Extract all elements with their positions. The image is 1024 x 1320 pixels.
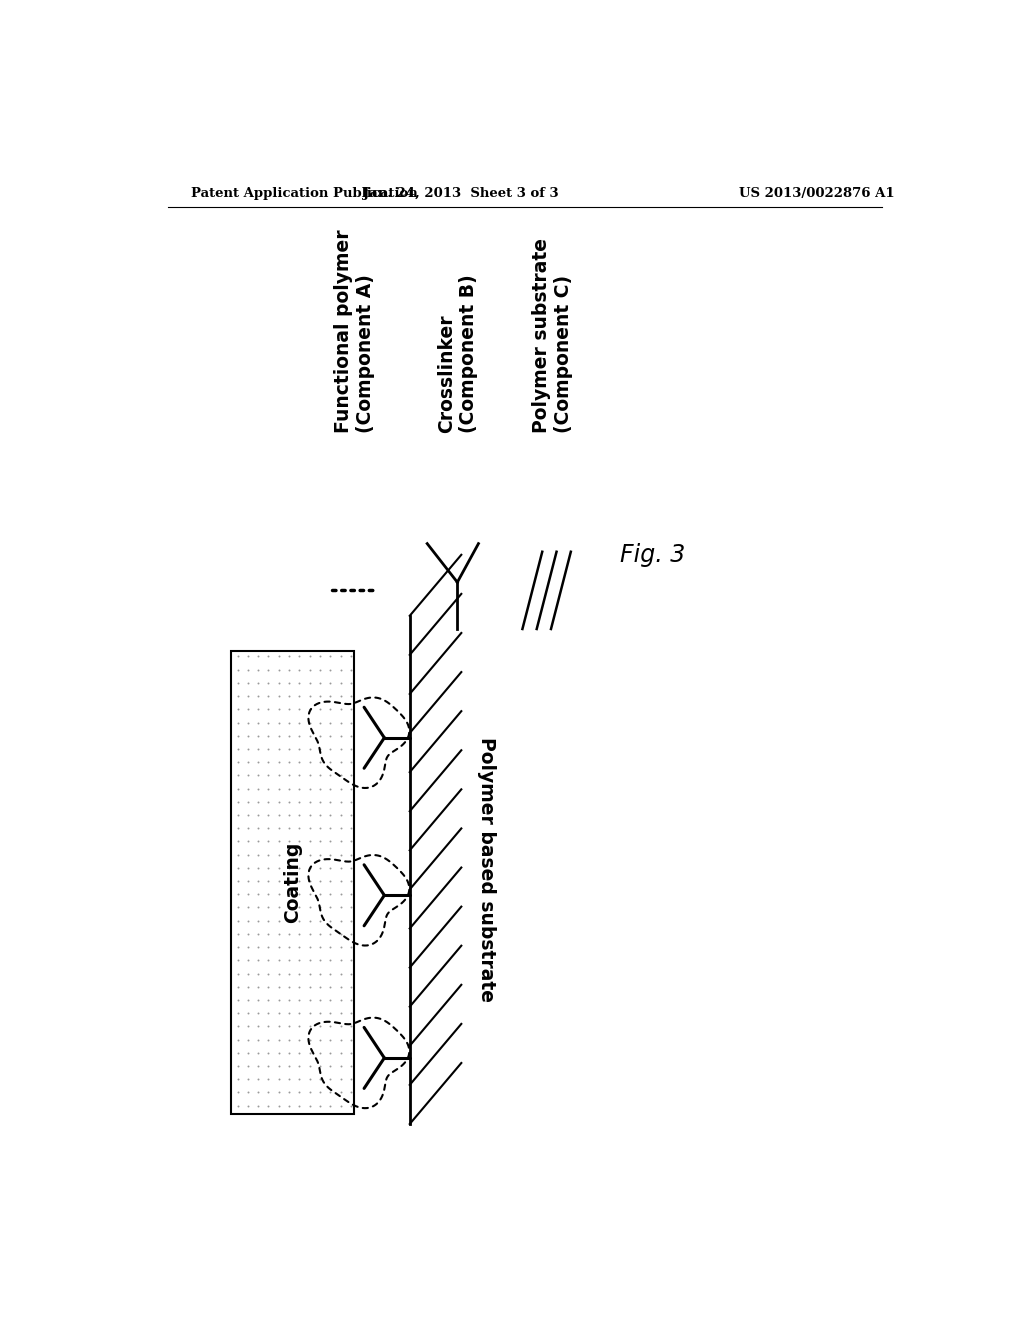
- Text: Functional polymer
(Component A): Functional polymer (Component A): [334, 230, 375, 433]
- Bar: [231, 651, 354, 1114]
- Text: Crosslinker
(Component B): Crosslinker (Component B): [437, 275, 478, 433]
- Text: US 2013/0022876 A1: US 2013/0022876 A1: [739, 187, 895, 201]
- Text: Polymer based substrate: Polymer based substrate: [477, 738, 497, 1002]
- Text: Coating: Coating: [284, 842, 302, 923]
- Text: Fig. 3: Fig. 3: [620, 543, 685, 566]
- Text: Polymer substrate
(Component C): Polymer substrate (Component C): [532, 238, 573, 433]
- Text: Patent Application Publication: Patent Application Publication: [191, 187, 418, 201]
- Text: Jan. 24, 2013  Sheet 3 of 3: Jan. 24, 2013 Sheet 3 of 3: [364, 187, 559, 201]
